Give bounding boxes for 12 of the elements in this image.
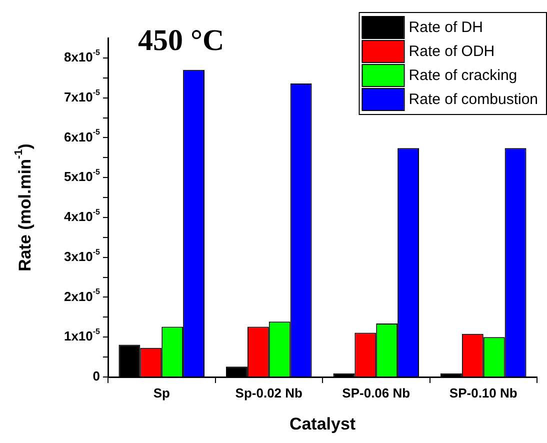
y-tick-label: 0: [92, 368, 100, 384]
legend-label: Rate of ODH: [408, 43, 495, 60]
y-axis-title: Rate (mol.min-1): [13, 144, 35, 272]
x-tick-label: Sp-0.02 Nb: [235, 385, 303, 400]
x-tick-label: SP-0.10 Nb: [449, 385, 518, 400]
x-tick-label: Sp: [153, 385, 170, 400]
x-tick-label: SP-0.06 Nb: [342, 385, 410, 400]
annotation: 450 °C: [138, 24, 224, 57]
legend-label: Rate of combustion: [408, 91, 538, 108]
x-axis-title: Catalyst: [289, 414, 356, 434]
legend-label: Rate of cracking: [408, 67, 518, 84]
legend-label: Rate of DH: [408, 19, 483, 36]
